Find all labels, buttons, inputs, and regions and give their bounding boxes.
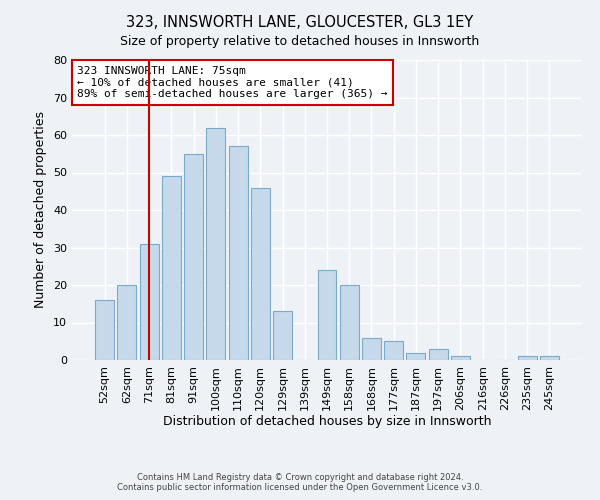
Bar	[451, 356, 470, 360]
Bar	[95, 300, 114, 360]
Bar	[317, 270, 337, 360]
Bar	[540, 356, 559, 360]
Bar	[162, 176, 181, 360]
Bar	[362, 338, 381, 360]
Bar	[206, 128, 225, 360]
Bar	[140, 244, 158, 360]
Bar	[273, 311, 292, 360]
Bar	[229, 146, 248, 360]
Bar	[340, 285, 359, 360]
Bar	[184, 154, 203, 360]
Bar	[406, 352, 425, 360]
Text: Contains HM Land Registry data © Crown copyright and database right 2024.
Contai: Contains HM Land Registry data © Crown c…	[118, 473, 482, 492]
Bar	[384, 341, 403, 360]
Y-axis label: Number of detached properties: Number of detached properties	[34, 112, 47, 308]
Bar	[429, 349, 448, 360]
Text: Size of property relative to detached houses in Innsworth: Size of property relative to detached ho…	[121, 35, 479, 48]
Text: 323 INNSWORTH LANE: 75sqm
← 10% of detached houses are smaller (41)
89% of semi-: 323 INNSWORTH LANE: 75sqm ← 10% of detac…	[77, 66, 388, 99]
X-axis label: Distribution of detached houses by size in Innsworth: Distribution of detached houses by size …	[163, 416, 491, 428]
Bar	[518, 356, 536, 360]
Text: 323, INNSWORTH LANE, GLOUCESTER, GL3 1EY: 323, INNSWORTH LANE, GLOUCESTER, GL3 1EY	[127, 15, 473, 30]
Bar	[118, 285, 136, 360]
Bar	[251, 188, 270, 360]
